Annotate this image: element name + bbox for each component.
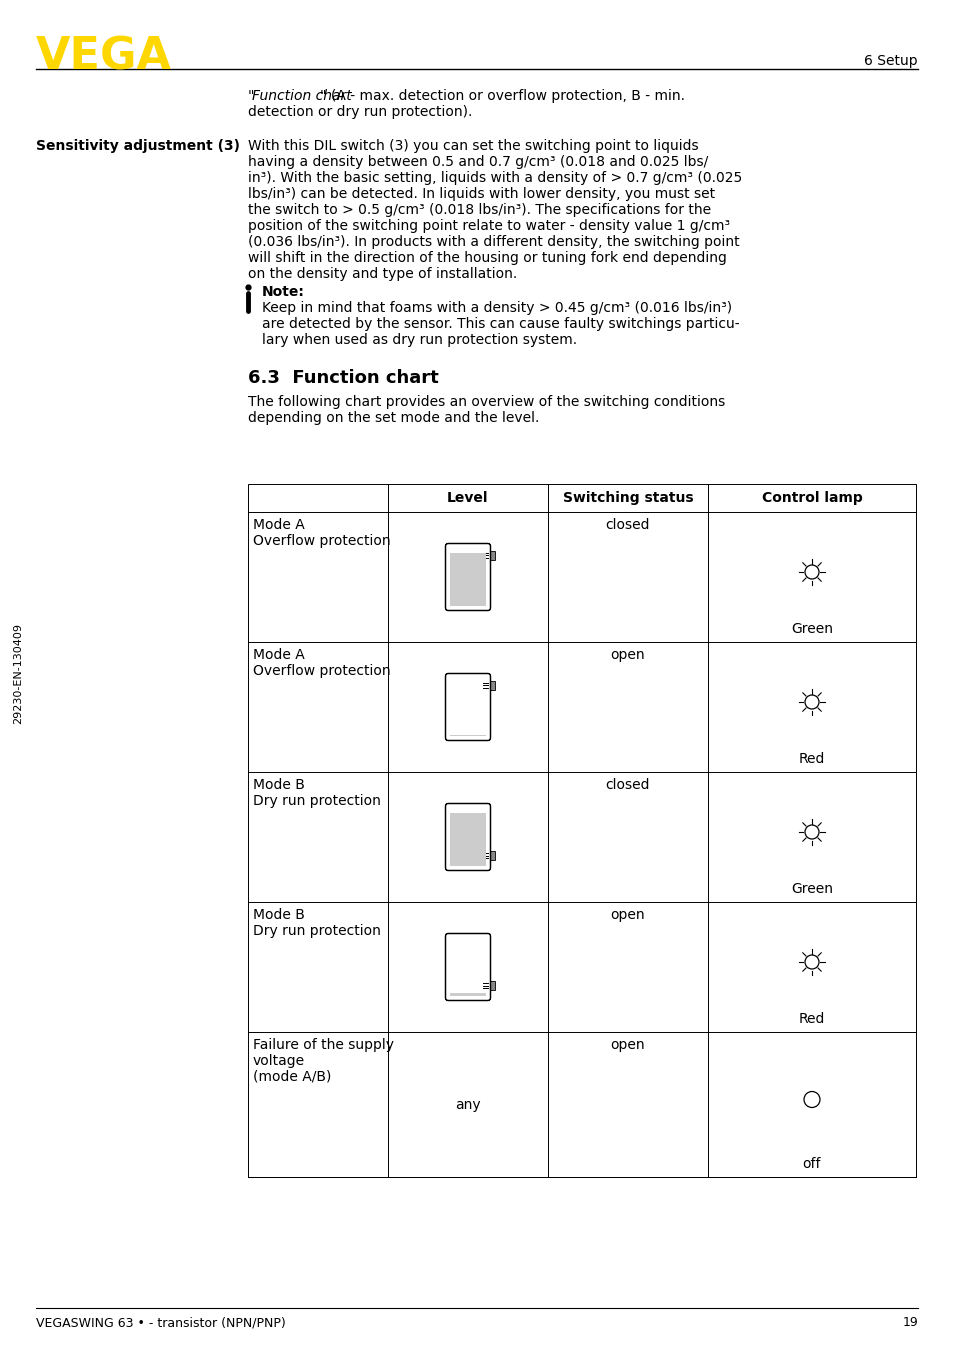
Bar xyxy=(450,992,485,997)
Bar xyxy=(488,852,495,860)
Text: Sensitivity adjustment (3): Sensitivity adjustment (3) xyxy=(36,139,240,153)
Text: 19: 19 xyxy=(902,1316,917,1330)
Text: position of the switching point relate to water - density value 1 g/cm³: position of the switching point relate t… xyxy=(248,219,729,233)
FancyBboxPatch shape xyxy=(445,543,490,611)
Bar xyxy=(488,681,495,689)
Text: Failure of the supply: Failure of the supply xyxy=(253,1039,394,1052)
Bar xyxy=(488,551,495,559)
Bar xyxy=(248,483,915,1177)
Text: depending on the set mode and the level.: depending on the set mode and the level. xyxy=(248,412,538,425)
FancyBboxPatch shape xyxy=(445,673,490,741)
Text: Keep in mind that foams with a density > 0.45 g/cm³ (0.016 lbs/in³): Keep in mind that foams with a density >… xyxy=(262,301,731,315)
Text: Overflow protection: Overflow protection xyxy=(253,663,390,678)
Text: voltage: voltage xyxy=(253,1053,305,1068)
Text: Level: Level xyxy=(447,492,488,505)
Bar xyxy=(488,982,495,990)
Text: VEGASWING 63 • - transistor (NPN/PNP): VEGASWING 63 • - transistor (NPN/PNP) xyxy=(36,1316,286,1330)
Text: the switch to > 0.5 g/cm³ (0.018 lbs/in³). The specifications for the: the switch to > 0.5 g/cm³ (0.018 lbs/in³… xyxy=(248,203,710,217)
Text: in³). With the basic setting, liquids with a density of > 0.7 g/cm³ (0.025: in³). With the basic setting, liquids wi… xyxy=(248,171,741,185)
Text: (0.036 lbs/in³). In products with a different density, the switching point: (0.036 lbs/in³). In products with a diff… xyxy=(248,236,739,249)
Text: Red: Red xyxy=(798,1011,824,1026)
Text: having a density between 0.5 and 0.7 g/cm³ (0.018 and 0.025 lbs/: having a density between 0.5 and 0.7 g/c… xyxy=(248,154,707,169)
Text: 6 Setup: 6 Setup xyxy=(863,54,917,68)
Text: Function chart: Function chart xyxy=(252,89,352,103)
Text: on the density and type of installation.: on the density and type of installation. xyxy=(248,267,517,282)
Text: (mode A/B): (mode A/B) xyxy=(253,1070,331,1085)
Text: Note:: Note: xyxy=(262,284,305,299)
Bar xyxy=(450,814,485,867)
Text: Green: Green xyxy=(790,881,832,896)
FancyBboxPatch shape xyxy=(445,803,490,871)
Text: 29230-EN-130409: 29230-EN-130409 xyxy=(13,623,23,724)
Text: Mode B: Mode B xyxy=(253,779,305,792)
Text: closed: closed xyxy=(605,519,650,532)
FancyBboxPatch shape xyxy=(445,933,490,1001)
Text: detection or dry run protection).: detection or dry run protection). xyxy=(248,106,472,119)
Text: open: open xyxy=(610,1039,644,1052)
Text: Dry run protection: Dry run protection xyxy=(253,923,380,938)
Text: closed: closed xyxy=(605,779,650,792)
Text: " (A - max. detection or overflow protection, B - min.: " (A - max. detection or overflow protec… xyxy=(319,89,684,103)
Text: Control lamp: Control lamp xyxy=(760,492,862,505)
Text: VEGA: VEGA xyxy=(36,37,172,79)
Text: will shift in the direction of the housing or tuning fork end depending: will shift in the direction of the housi… xyxy=(248,250,726,265)
Text: Mode A: Mode A xyxy=(253,649,304,662)
Text: open: open xyxy=(610,649,644,662)
Text: Dry run protection: Dry run protection xyxy=(253,793,380,808)
Text: Overflow protection: Overflow protection xyxy=(253,533,390,548)
Text: With this DIL switch (3) you can set the switching point to liquids: With this DIL switch (3) you can set the… xyxy=(248,139,698,153)
Text: Red: Red xyxy=(798,751,824,766)
Text: any: any xyxy=(455,1098,480,1112)
Text: open: open xyxy=(610,909,644,922)
Text: Mode A: Mode A xyxy=(253,519,304,532)
Text: Switching status: Switching status xyxy=(562,492,693,505)
Text: lary when used as dry run protection system.: lary when used as dry run protection sys… xyxy=(262,333,577,347)
Text: off: off xyxy=(801,1158,821,1171)
Text: lbs/in³) can be detected. In liquids with lower density, you must set: lbs/in³) can be detected. In liquids wit… xyxy=(248,187,715,200)
Bar xyxy=(450,554,485,607)
Text: 6.3  Function chart: 6.3 Function chart xyxy=(248,370,438,387)
Text: Green: Green xyxy=(790,621,832,636)
Text: ": " xyxy=(248,89,254,103)
Text: Mode B: Mode B xyxy=(253,909,305,922)
Text: The following chart provides an overview of the switching conditions: The following chart provides an overview… xyxy=(248,395,724,409)
Text: are detected by the sensor. This can cause faulty switchings particu-: are detected by the sensor. This can cau… xyxy=(262,317,739,330)
